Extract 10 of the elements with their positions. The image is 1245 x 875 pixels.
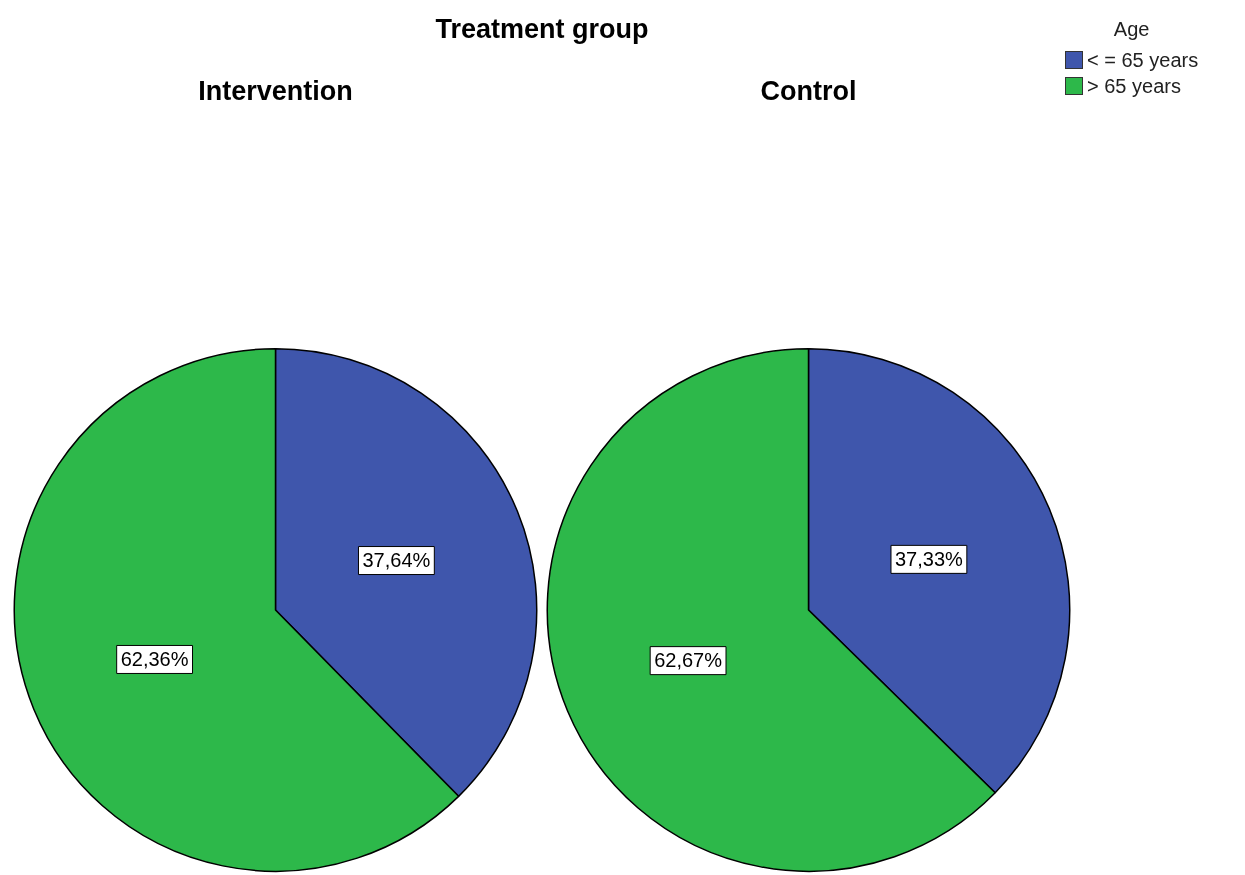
slice-label: Intervention xyxy=(197,76,354,107)
chart-title: Treatment group xyxy=(434,14,650,45)
slice-label: Control xyxy=(759,76,858,107)
legend-title: Age xyxy=(1112,18,1151,41)
legend-label: < = 65 years xyxy=(1087,48,1199,72)
data-label: 37,33% xyxy=(894,547,964,570)
data-label: 62,36% xyxy=(120,647,189,670)
data-label: 62,67% xyxy=(654,649,723,672)
data-label: 37,64% xyxy=(362,549,431,572)
legend-label: > 65 years xyxy=(1087,74,1181,98)
